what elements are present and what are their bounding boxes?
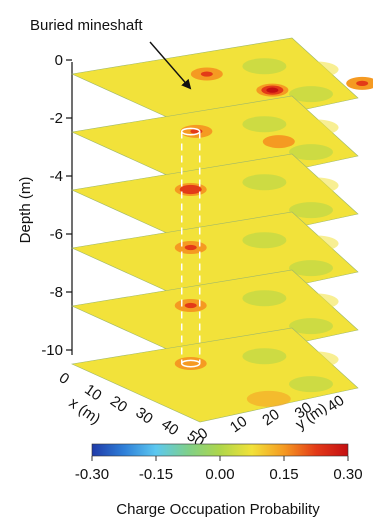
- depth-axis-label: Depth (m): [17, 177, 34, 244]
- anomaly-mark: [184, 244, 197, 251]
- slice-texture: [242, 232, 287, 249]
- slice-texture: [242, 174, 287, 191]
- y-tick-label: 30: [292, 399, 315, 422]
- slice-texture: [242, 116, 287, 133]
- depth-tick-label: 0: [55, 52, 63, 69]
- slice-texture: [246, 390, 291, 407]
- anomaly-mark: [272, 138, 285, 145]
- y-tick-label: 40: [324, 392, 347, 415]
- depth-tick-label: -8: [50, 284, 63, 301]
- slice-texture: [242, 348, 287, 365]
- x-tick-label: 20: [107, 393, 130, 416]
- anomaly-mark: [184, 186, 197, 193]
- slice-texture: [294, 119, 339, 136]
- depth-slice: [70, 327, 359, 423]
- slice-texture: [181, 91, 226, 108]
- anomaly-mark: [184, 360, 197, 367]
- colorbar-label: Charge Occupation Probability: [116, 501, 320, 518]
- anomaly-mark: [356, 80, 369, 86]
- slice-texture: [294, 235, 339, 252]
- depth-tick-label: -6: [50, 226, 63, 243]
- slice-texture: [289, 144, 333, 161]
- depth-slices: [70, 37, 373, 423]
- anomaly-mark: [200, 71, 213, 77]
- slice-texture: [289, 86, 333, 103]
- slice-texture: [294, 61, 339, 78]
- anomaly-mark: [266, 87, 279, 93]
- mineshaft-annotation: Buried mineshaft: [30, 17, 143, 34]
- x-tick-label: 40: [158, 416, 181, 439]
- colorbar-tick-label: 0.30: [333, 466, 362, 483]
- colorbar: -0.30 -0.15 0.00 0.15 0.30 Charge Occupation…: [75, 443, 363, 518]
- colorbar-gradient: [91, 443, 349, 457]
- x-tick-label: 10: [81, 381, 104, 404]
- colorbar-tick-label: -0.30: [75, 466, 109, 483]
- slice-texture: [242, 58, 287, 75]
- slice-texture: [181, 149, 226, 166]
- y-tick-label: 20: [259, 406, 282, 429]
- slice-texture: [181, 207, 226, 224]
- slice-texture: [294, 351, 339, 368]
- slice-texture: [289, 202, 333, 219]
- colorbar-tick-label: -0.15: [139, 466, 173, 483]
- depth-axis: 0 -2 -4 -6 -8 -10 Depth (m): [17, 52, 73, 359]
- slice-texture: [294, 293, 339, 310]
- x-tick-label: 30: [133, 404, 156, 427]
- slice-texture: [289, 376, 333, 393]
- annotation-arrow: [149, 41, 192, 90]
- slice-texture: [181, 265, 226, 282]
- y-tick-label: 10: [227, 413, 250, 436]
- anomaly-mark: [184, 302, 197, 309]
- colorbar-tick-label: 0.15: [269, 466, 298, 483]
- depth-tick-label: -10: [41, 342, 63, 359]
- slice-texture: [242, 290, 287, 307]
- colorbar-tick-label: 0.00: [205, 466, 234, 483]
- depth-tick-label: -2: [50, 110, 63, 127]
- slice-texture: [294, 177, 339, 194]
- slice-texture: [181, 381, 226, 398]
- mineshaft-cylinder: [180, 127, 201, 368]
- slice-texture: [289, 260, 333, 277]
- slice-texture: [289, 318, 333, 335]
- x-tick-label: 0: [56, 369, 73, 388]
- depth-tick-label: -4: [50, 168, 63, 185]
- slice-texture: [181, 323, 226, 340]
